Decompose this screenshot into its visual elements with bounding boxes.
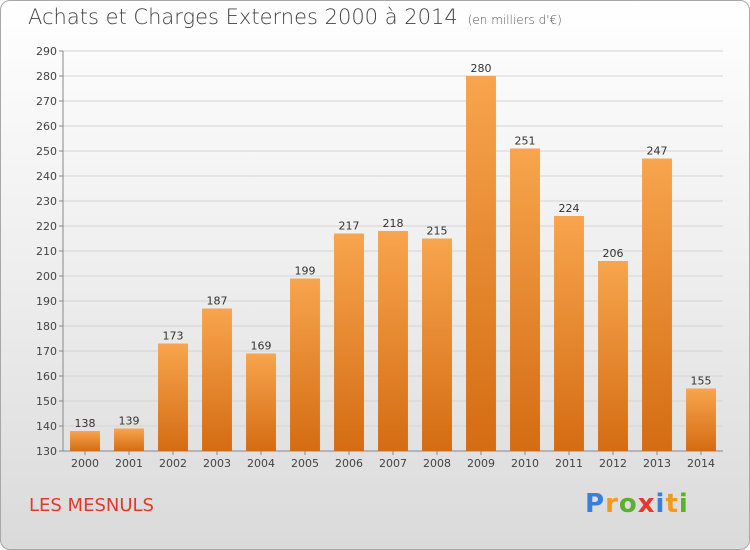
data-labels: 138 139 173 187 169 199 217 218 215 280 251 224 206 2… <box>75 62 712 430</box>
bar-2011 <box>554 216 584 451</box>
data-label-2008: 215 <box>427 225 448 238</box>
chart-title: Achats et Charges Externes 2000 à 2014 (e… <box>28 5 562 29</box>
data-label-2011: 224 <box>559 202 580 215</box>
bar-2004 <box>246 353 276 451</box>
data-label-2009: 280 <box>471 62 492 75</box>
data-label-2005: 199 <box>295 265 316 278</box>
data-label-2002: 173 <box>163 330 184 343</box>
bar-2012 <box>598 261 628 451</box>
data-label-2001: 139 <box>119 415 140 428</box>
y-tick-label: 150 <box>36 395 57 408</box>
data-label-2010: 251 <box>515 135 536 148</box>
bar-2002 <box>158 343 188 451</box>
y-tick-label: 270 <box>36 95 57 108</box>
bar-2003 <box>202 308 232 451</box>
x-tick-label-2014: 2014 <box>687 457 715 470</box>
data-label-2007: 218 <box>383 217 404 230</box>
y-tick-label: 290 <box>36 45 57 58</box>
y-tick-label: 160 <box>36 370 57 383</box>
x-tick-label-2011: 2011 <box>555 457 583 470</box>
x-tick-label-2008: 2008 <box>423 457 451 470</box>
y-tick-label: 170 <box>36 345 57 358</box>
x-tick-label-2002: 2002 <box>159 457 187 470</box>
logo-letter: P <box>585 489 606 519</box>
y-tick-label: 130 <box>36 445 57 458</box>
logo-letter: i <box>678 489 689 519</box>
bar-2001 <box>114 428 144 451</box>
x-tick-label-2001: 2001 <box>115 457 143 470</box>
bars <box>70 76 716 451</box>
x-tick-label-2006: 2006 <box>335 457 363 470</box>
y-tick-label: 190 <box>36 295 57 308</box>
bar-2006 <box>334 233 364 451</box>
chart-subtitle: (en milliers d'€) <box>467 13 562 27</box>
bar-2014 <box>686 388 716 451</box>
place-name: LES MESNULS <box>29 495 154 516</box>
data-label-2014: 155 <box>691 375 712 388</box>
bar-2013 <box>642 158 672 451</box>
x-tick-label-2010: 2010 <box>511 457 539 470</box>
y-tick-label: 220 <box>36 220 57 233</box>
y-tick-label: 260 <box>36 120 57 133</box>
logo-letter: i <box>655 489 666 519</box>
chart-title-text: Achats et Charges Externes 2000 à 2014 <box>28 5 458 29</box>
bar-2008 <box>422 238 452 451</box>
x-tick-label-2013: 2013 <box>643 457 671 470</box>
x-tick-label-2005: 2005 <box>291 457 319 470</box>
y-tick-label: 250 <box>36 145 57 158</box>
x-tick-label-2012: 2012 <box>599 457 627 470</box>
logo-letter: r <box>605 489 619 519</box>
logo-letter: t <box>665 489 679 519</box>
y-tick-label: 280 <box>36 70 57 83</box>
logo-letter: o <box>618 489 638 519</box>
data-label-2003: 187 <box>207 295 228 308</box>
data-label-2004: 169 <box>251 340 272 353</box>
data-label-2013: 247 <box>647 145 668 158</box>
bar-2007 <box>378 231 408 451</box>
proxiti-logo: Proxiti <box>585 489 689 519</box>
bar-2009 <box>466 76 496 451</box>
x-tick-label-2004: 2004 <box>247 457 275 470</box>
data-label-2006: 217 <box>339 220 360 233</box>
y-tick-label: 230 <box>36 195 57 208</box>
logo-letter: x <box>637 489 656 519</box>
bar-2005 <box>290 278 320 451</box>
bar-2000 <box>70 431 100 451</box>
data-label-2000: 138 <box>75 417 96 430</box>
bar-2010 <box>510 148 540 451</box>
y-tick-label: 140 <box>36 420 57 433</box>
data-label-2012: 206 <box>603 247 624 260</box>
y-tick-label: 240 <box>36 170 57 183</box>
y-tick-label: 200 <box>36 270 57 283</box>
y-tick-label: 180 <box>36 320 57 333</box>
x-tick-label-2003: 2003 <box>203 457 231 470</box>
x-tick-label-2009: 2009 <box>467 457 495 470</box>
x-tick-label-2007: 2007 <box>379 457 407 470</box>
x-tick-label-2000: 2000 <box>71 457 99 470</box>
y-tick-label: 210 <box>36 245 57 258</box>
